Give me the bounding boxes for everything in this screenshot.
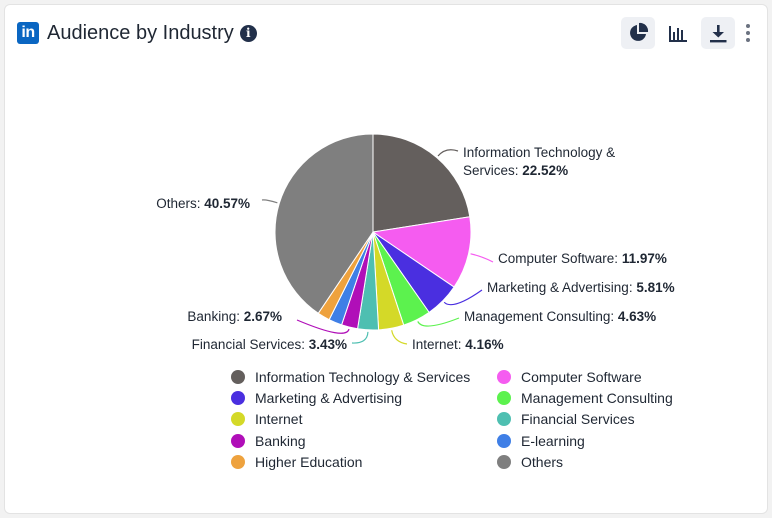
chart-toolbar — [615, 17, 755, 49]
leader-line-others — [261, 199, 278, 204]
leader-line-banking — [296, 319, 350, 334]
legend-label: Computer Software — [521, 369, 642, 385]
legend-swatch — [497, 454, 511, 469]
legend-swatch — [497, 391, 511, 406]
data-label-information-technology-and-services: Information Technology & Services: 22.52% — [463, 145, 615, 178]
legend-item-management-consulting[interactable]: Management Consulting — [497, 390, 673, 406]
bar-chart-icon — [669, 26, 687, 42]
data-label-others: Others: 40.57% — [156, 196, 250, 211]
legend-label: Information Technology & Services — [255, 369, 471, 385]
legend-swatch — [231, 370, 245, 384]
legend-item-e-learning[interactable]: E-learning — [497, 433, 585, 449]
pie-chart-icon — [630, 22, 649, 41]
leader-line-financial-services — [351, 331, 369, 344]
legend-item-computer-software[interactable]: Computer Software — [497, 369, 642, 385]
more-vertical-icon — [746, 24, 750, 42]
legend-swatch — [497, 370, 511, 384]
legend-swatch — [231, 412, 245, 427]
pie-slice-information-technology-and-services[interactable] — [372, 133, 471, 233]
card-header: in Audience by Industry i — [17, 19, 257, 47]
leader-line-marketing-and-advertising — [443, 289, 483, 306]
pie-slice-others[interactable] — [274, 133, 374, 314]
legend-item-information-technology-and-services[interactable]: Information Technology & Services — [231, 369, 470, 385]
data-label-internet: Internet: 4.16% — [412, 337, 504, 352]
legend-label: Banking — [255, 432, 306, 449]
leader-line-management-consulting — [417, 317, 460, 327]
download-button[interactable] — [701, 17, 735, 49]
legend-swatch — [231, 454, 245, 469]
page-title: Audience by Industry — [47, 21, 234, 44]
leader-line-computer-software — [470, 253, 494, 263]
data-label-financial-services: Financial Services: 3.43% — [192, 337, 347, 352]
data-label-computer-software: Computer Software: 11.97% — [498, 251, 667, 266]
legend-label: Financial Services — [521, 411, 635, 428]
data-label-banking: Banking: 2.67% — [187, 309, 282, 324]
info-icon[interactable]: i — [239, 24, 257, 42]
legend-item-higher-education[interactable]: Higher Education — [231, 454, 362, 470]
download-icon — [710, 25, 727, 43]
leader-line-information-technology-and-services — [437, 149, 459, 157]
legend-label: Internet — [255, 411, 303, 428]
legend-item-internet[interactable]: Internet — [231, 411, 302, 427]
bar-chart-button[interactable] — [661, 17, 695, 49]
legend-swatch — [231, 391, 245, 406]
linkedin-logo-icon: in — [17, 22, 39, 44]
data-label-marketing-and-advertising: Marketing & Advertising: 5.81% — [487, 280, 675, 295]
legend-item-others[interactable]: Others — [497, 454, 563, 470]
legend-label: Marketing & Advertising — [255, 390, 403, 407]
legend-swatch — [497, 433, 511, 448]
pie-chart-button[interactable] — [621, 17, 655, 49]
legend-label: Others — [521, 453, 564, 470]
pie-slice-computer-software[interactable] — [371, 216, 472, 288]
legend-swatch — [231, 433, 245, 448]
legend-item-banking[interactable]: Banking — [231, 433, 306, 449]
legend-label: Higher Education — [255, 453, 363, 470]
chart-card: in Audience by Industry i — [4, 4, 768, 514]
legend-swatch — [497, 412, 511, 427]
data-label-management-consulting: Management Consulting: 4.63% — [464, 309, 656, 324]
legend-label: Management Consulting — [521, 390, 673, 407]
legend-item-marketing-and-advertising[interactable]: Marketing & Advertising — [231, 390, 402, 406]
legend-item-financial-services[interactable]: Financial Services — [497, 411, 635, 427]
more-options-button[interactable] — [741, 17, 755, 49]
legend-label: E-learning — [521, 432, 585, 449]
leader-line-internet — [391, 330, 408, 345]
